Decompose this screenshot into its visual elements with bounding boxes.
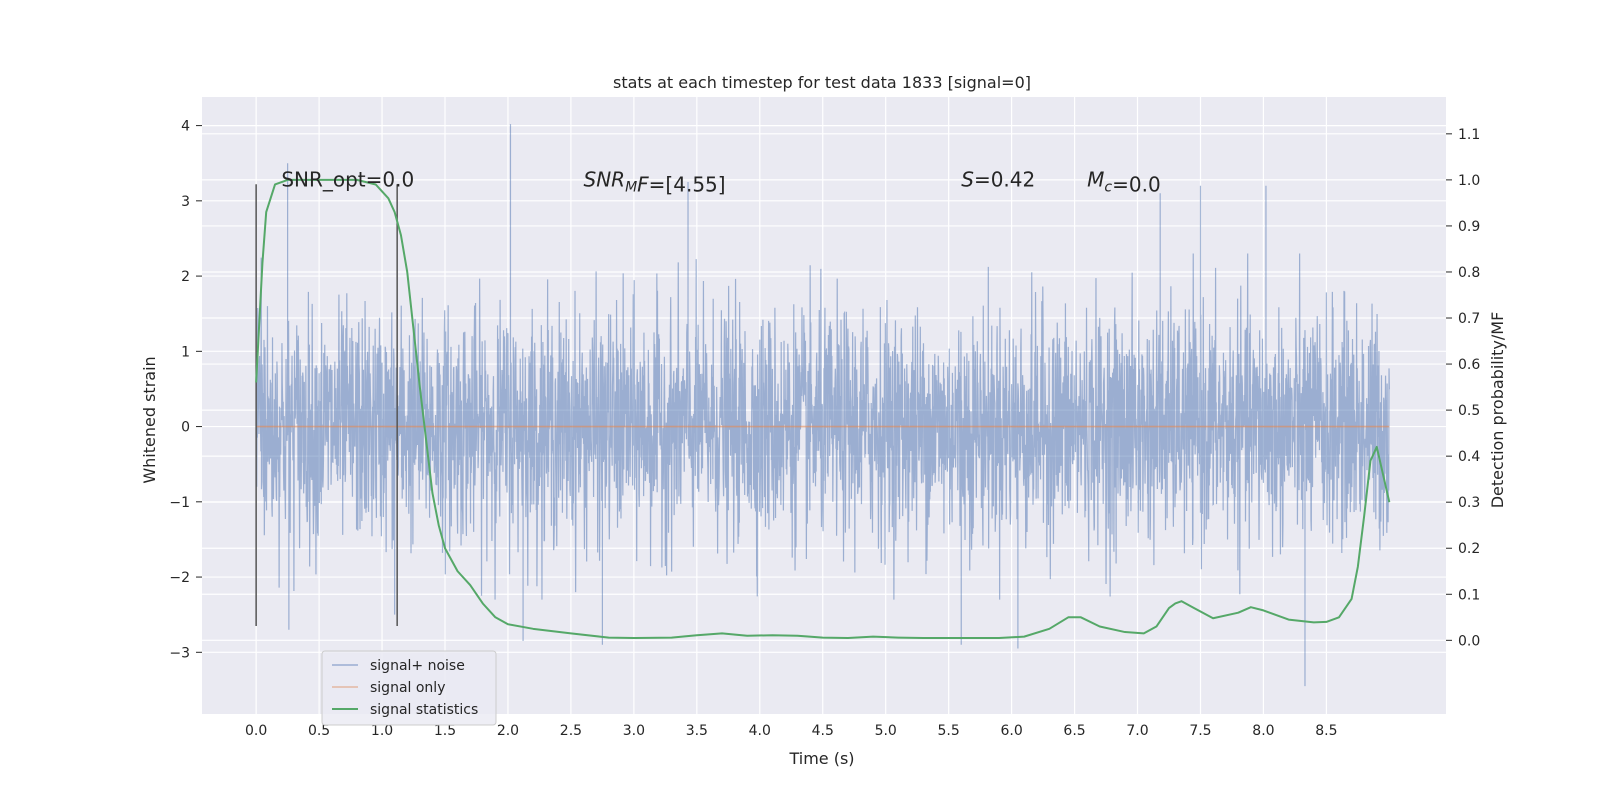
x-axis-label: Time (s) xyxy=(788,749,854,768)
plot-area xyxy=(255,124,1391,687)
y-axis-label: Whitened strain xyxy=(140,356,159,483)
y-tick-label: 4 xyxy=(181,119,190,135)
y2-tick-label: 0.3 xyxy=(1458,495,1480,511)
y-axis-left: −3 −2 −1 0 1 2 3 4 xyxy=(169,119,202,661)
legend-label-signal-statistics: signal statistics xyxy=(370,702,478,718)
y2-tick-label: 0.8 xyxy=(1458,265,1480,281)
y2-tick-label: 0.7 xyxy=(1458,311,1480,327)
y2-tick-label: 0.1 xyxy=(1458,587,1480,603)
y-tick-label: −3 xyxy=(169,645,190,661)
x-tick-label: 2.5 xyxy=(560,723,582,739)
x-tick-label: 3.5 xyxy=(686,723,708,739)
x-axis: 0.0 0.5 1.0 1.5 2.0 2.5 3.0 3.5 4.0 4.5 5.0 5.5 6.0 6… xyxy=(245,723,1338,739)
x-tick-label: 0.5 xyxy=(308,723,330,739)
x-tick-label: 8.5 xyxy=(1315,723,1337,739)
annotation-mc_val: Mc=0.0 xyxy=(1087,167,1161,196)
annotations: SNR_opt=0.0 SNRMF=[4.55] S=0.42 Mc=0.0 xyxy=(281,167,1160,196)
x-tick-label: 2.0 xyxy=(497,723,519,739)
chart-title: stats at each timestep for test data 183… xyxy=(613,73,1031,92)
annotation-snr_opt: SNR_opt=0.0 xyxy=(281,167,414,191)
signal-noise-series xyxy=(255,124,1390,687)
signal-statistics-series xyxy=(255,178,1391,640)
x-tick-label: 6.5 xyxy=(1063,723,1085,739)
legend-label-signal-noise: signal+ noise xyxy=(370,658,465,674)
legend-label-signal-only: signal only xyxy=(370,680,445,696)
y2-tick-label: 0.6 xyxy=(1458,357,1480,373)
signal-statistics-line xyxy=(255,178,1391,640)
x-tick-label: 5.5 xyxy=(938,723,960,739)
y2-axis-label: Detection probability/MF xyxy=(1488,312,1507,509)
annotation-snr_mf: SNRMF=[4.55] xyxy=(584,167,726,196)
y-tick-label: 2 xyxy=(181,269,190,285)
y-tick-label: 1 xyxy=(181,344,190,360)
y2-tick-label: 1.1 xyxy=(1458,127,1480,143)
signal-noise-line xyxy=(255,124,1390,687)
x-tick-label: 5.0 xyxy=(875,723,897,739)
vlines xyxy=(255,184,398,626)
annotation-s_val: S=0.42 xyxy=(961,167,1035,191)
x-tick-label: 1.0 xyxy=(371,723,393,739)
y2-tick-label: 0.9 xyxy=(1458,219,1480,235)
y-tick-label: 3 xyxy=(181,194,190,210)
x-tick-label: 4.5 xyxy=(812,723,834,739)
y2-tick-label: 0.2 xyxy=(1458,541,1480,557)
x-tick-label: 7.5 xyxy=(1189,723,1211,739)
y2-tick-label: 0.5 xyxy=(1458,403,1480,419)
x-tick-label: 1.5 xyxy=(434,723,456,739)
y-tick-label: 0 xyxy=(181,420,190,436)
legend-box xyxy=(321,650,497,726)
y2-tick-label: 1.0 xyxy=(1458,173,1480,189)
legend: signal+ noise signal only signal statist… xyxy=(321,650,497,726)
x-tick-label: 4.0 xyxy=(749,723,771,739)
y-tick-label: −2 xyxy=(169,570,190,586)
y2-tick-label: 0.0 xyxy=(1458,633,1480,649)
x-tick-label: 6.0 xyxy=(1000,723,1022,739)
y-axis-right: 0.0 0.1 0.2 0.3 0.4 0.5 0.6 0.7 0.8 0.9 1.0 1.1 xyxy=(1446,127,1480,649)
y-tick-label: −1 xyxy=(169,495,190,511)
x-tick-label: 0.0 xyxy=(245,723,267,739)
x-tick-label: 3.0 xyxy=(623,723,645,739)
x-tick-label: 8.0 xyxy=(1252,723,1274,739)
y2-tick-label: 0.4 xyxy=(1458,449,1480,465)
x-tick-label: 7.0 xyxy=(1126,723,1148,739)
